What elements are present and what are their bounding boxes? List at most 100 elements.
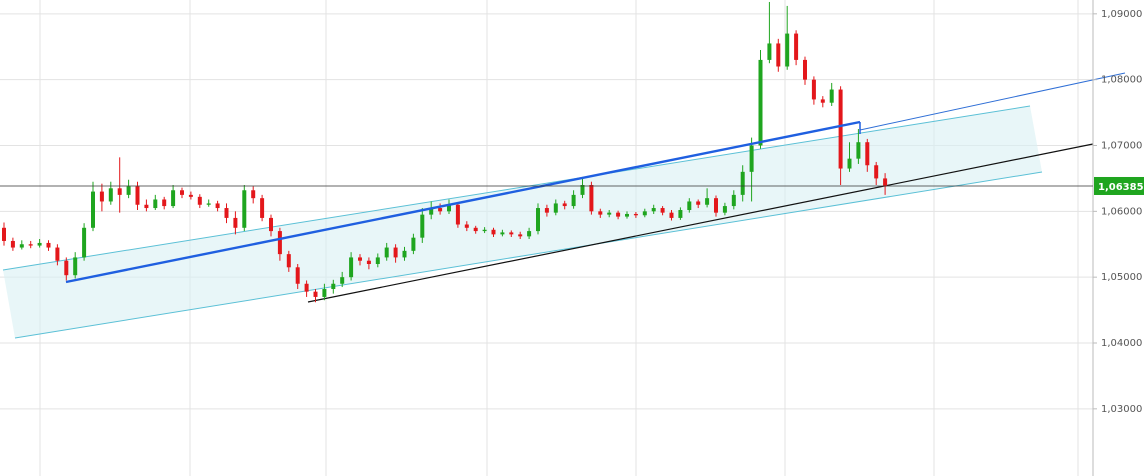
price-axis: 1,03000 1,04000 1,05000 1,06000 1,07000 1,080…: [1093, 9, 1142, 415]
candle-body: [580, 185, 585, 195]
candles: [2, 1, 888, 303]
candle-body: [188, 194, 193, 197]
candle-body: [598, 211, 603, 215]
candle-body: [55, 247, 60, 261]
candle-body: [589, 185, 594, 212]
last-price-label: 1,06385: [1098, 182, 1144, 193]
candle-body: [37, 242, 42, 246]
trend-line-extension: [859, 72, 1126, 131]
candle-body: [740, 171, 745, 195]
candle-body: [785, 33, 790, 67]
candle-body: [144, 204, 149, 209]
candle-body: [616, 212, 621, 217]
y-tick-label: 1,04000: [1101, 338, 1142, 349]
candle-body: [482, 229, 487, 232]
candle-body: [233, 217, 238, 228]
candle-body: [544, 208, 549, 213]
candle-body: [455, 204, 460, 225]
y-tick-label: 1,05000: [1101, 272, 1142, 283]
candle-body: [117, 188, 122, 195]
candle-body: [162, 199, 167, 207]
candle-body: [108, 188, 113, 202]
y-tick-label: 1,03000: [1101, 404, 1142, 415]
y-tick-label: 1,07000: [1101, 140, 1142, 151]
candle-body: [473, 227, 478, 232]
candle-body: [224, 208, 229, 218]
y-tick-label: 1,09000: [1101, 9, 1142, 20]
candle-body: [384, 247, 389, 258]
candle-body: [660, 208, 665, 213]
candle-body: [669, 212, 674, 218]
candle-body: [438, 208, 443, 212]
candle-body: [794, 33, 799, 60]
candle-body: [829, 89, 834, 103]
candle-body: [206, 203, 211, 205]
candle-body: [135, 186, 140, 205]
channel-fill: [3, 106, 1042, 338]
candle-body: [322, 289, 327, 297]
candle-body: [277, 231, 282, 255]
candle-body: [99, 191, 104, 202]
candle-body: [153, 199, 158, 209]
candle-body: [429, 208, 434, 215]
candle-body: [313, 291, 318, 297]
candle-body: [633, 213, 638, 216]
trend-line: [65, 120, 861, 284]
candle-body: [358, 257, 362, 261]
candle-body: [286, 254, 291, 268]
candle-body: [500, 232, 505, 235]
candle-body: [349, 257, 354, 278]
candle-body: [73, 257, 78, 276]
candle-body: [491, 229, 496, 235]
candle-body: [509, 232, 514, 235]
candle-body: [242, 190, 247, 228]
candle-body: [678, 210, 683, 218]
candle-body: [10, 240, 15, 248]
candle-body: [820, 99, 825, 103]
candle-body: [696, 201, 701, 205]
candle-body: [331, 283, 336, 290]
candle-body: [865, 142, 870, 166]
candle-body: [420, 214, 425, 238]
candle-body: [651, 208, 656, 212]
channel-lower: [14, 171, 1043, 339]
candle-body: [251, 190, 256, 199]
candle-body: [553, 203, 558, 213]
candle-body: [731, 194, 736, 207]
candle-body: [340, 277, 345, 284]
candle-body: [171, 190, 176, 207]
candle-body: [811, 79, 816, 100]
candle-body: [64, 260, 69, 276]
candle-body: [803, 59, 807, 80]
candle-body: [366, 260, 371, 265]
candle-body: [180, 190, 184, 195]
candle-body: [82, 227, 87, 258]
candle-body: [126, 186, 131, 195]
candle-body: [28, 244, 33, 246]
candle-body: [46, 242, 51, 248]
candle-body: [402, 250, 407, 258]
candle-body: [295, 267, 300, 284]
candle-body: [464, 224, 469, 228]
candle-body: [776, 43, 781, 67]
candle-body: [527, 231, 532, 237]
candle-body: [607, 212, 612, 215]
candle-body: [260, 198, 265, 218]
candle-body: [758, 59, 763, 146]
candle-body: [304, 283, 309, 292]
candle-body: [411, 237, 416, 251]
candle-body: [375, 257, 380, 265]
candle-body: [393, 247, 398, 258]
candle-body: [714, 198, 718, 213]
candle-body: [856, 142, 861, 159]
support-line: [307, 143, 1094, 303]
candle-body: [705, 198, 710, 205]
candle-body: [767, 43, 772, 60]
candle-body: [722, 206, 727, 213]
candle-body: [536, 208, 540, 232]
candle-body: [19, 244, 24, 248]
candle-body: [447, 204, 451, 212]
candle-body: [571, 194, 576, 207]
candle-body: [518, 234, 523, 237]
